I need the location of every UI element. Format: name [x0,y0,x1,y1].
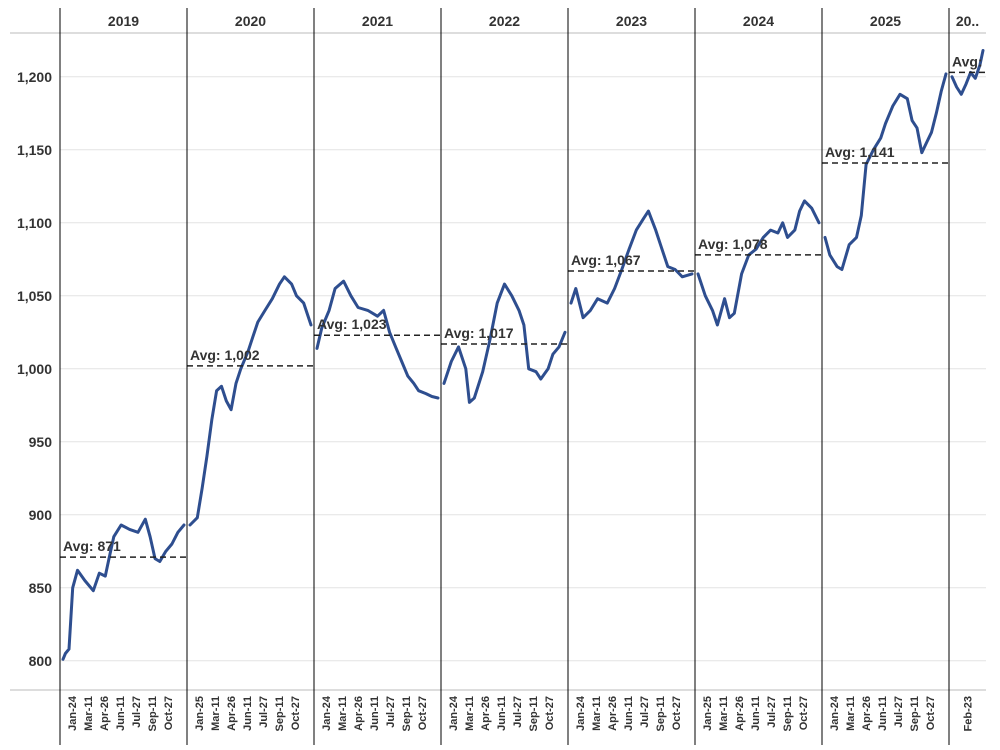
x-tick-label: Jun-11 [242,696,254,731]
x-tick-label: Sep-11 [147,696,159,731]
x-tick-label: Sep-11 [655,696,667,731]
x-tick-label: Jul-27 [893,696,905,728]
y-tick-label: 900 [29,507,53,523]
x-tick-label: Mar-11 [83,696,95,731]
y-tick-label: 1,100 [17,215,52,231]
x-tick-label: Jun-11 [877,696,889,731]
x-tick-label: Jan-25 [194,696,206,731]
x-tick-label: Sep-11 [528,696,540,731]
year-header: 2022 [489,13,520,29]
x-tick-label: Mar-11 [591,696,603,731]
year-header: 2020 [235,13,266,29]
y-tick-label: 850 [29,580,53,596]
x-tick-label: Sep-11 [274,696,286,731]
x-tick-label: Apr-26 [480,696,492,731]
x-tick-label: Jan-24 [448,695,460,731]
y-tick-label: 1,200 [17,69,52,85]
x-tick-label: Jan-24 [829,695,841,731]
average-label: Avg: 1,017 [444,325,514,341]
x-tick-label: Oct-27 [163,696,175,730]
x-tick-label: Jul-27 [131,696,143,728]
series-line [569,209,694,320]
x-tick-label: Jun-11 [496,696,508,731]
series-line [315,279,440,400]
year-header: 2019 [108,13,139,29]
x-tick-label: Apr-26 [99,696,111,731]
x-tick-label: Sep-11 [401,696,413,731]
y-tick-label: 800 [29,653,53,669]
x-tick-label: Sep-11 [782,696,794,731]
x-tick-label: Apr-26 [353,696,365,731]
x-tick-label: Jan-24 [575,695,587,731]
x-tick-label: Sep-11 [909,696,921,731]
x-tick-label: Jul-27 [639,696,651,728]
x-tick-label: Feb-23 [963,696,975,731]
x-tick-label: Apr-26 [607,696,619,731]
series-line [442,282,567,404]
x-tick-label: Jun-11 [369,696,381,731]
x-tick-label: Jun-11 [115,696,127,731]
x-tick-label: Mar-11 [845,696,857,731]
average-label: Avg: 1,002 [190,347,260,363]
x-tick-label: Jan-25 [702,696,714,731]
x-tick-label: Oct-27 [925,696,937,730]
average-label: Avg: 871 [63,538,121,554]
y-tick-label: 1,000 [17,361,52,377]
x-tick-label: Apr-26 [226,696,238,731]
x-tick-label: Jan-24 [67,695,79,731]
year-header: 2021 [362,13,393,29]
series-line [950,49,985,96]
x-tick-label: Oct-27 [544,696,556,730]
average-label: Avg: 1,023 [317,316,387,332]
average-label: Avg: 1,078 [698,236,768,252]
series-line [823,72,948,271]
x-tick-label: Oct-27 [417,696,429,730]
x-tick-label: Jan-24 [321,695,333,731]
x-tick-label: Oct-27 [671,696,683,730]
year-header: 20.. [956,13,979,29]
y-tick-label: 950 [29,434,53,450]
series-line [188,275,313,527]
x-tick-label: Mar-11 [464,696,476,731]
x-tick-label: Mar-11 [718,696,730,731]
average-label: Avg: 1,203 [952,53,1000,69]
x-tick-label: Jul-27 [385,696,397,728]
x-tick-label: Jun-11 [623,696,635,731]
x-tick-label: Apr-26 [861,696,873,731]
x-tick-label: Oct-27 [798,696,810,730]
x-tick-label: Mar-11 [337,696,349,731]
x-tick-label: Jul-27 [766,696,778,728]
year-header: 2024 [743,13,774,29]
x-tick-label: Apr-26 [734,696,746,731]
y-tick-label: 1,050 [17,288,52,304]
average-label: Avg: 1,067 [571,252,641,268]
average-label: Avg: 1,141 [825,144,895,160]
y-tick-label: 1,150 [17,142,52,158]
year-header: 2023 [616,13,647,29]
x-tick-label: Mar-11 [210,696,222,731]
x-tick-label: Jul-27 [512,696,524,728]
x-tick-label: Jun-11 [750,696,762,731]
x-tick-label: Oct-27 [290,696,302,730]
year-header: 2025 [870,13,901,29]
series-line [696,199,821,327]
x-tick-label: Jul-27 [258,696,270,728]
